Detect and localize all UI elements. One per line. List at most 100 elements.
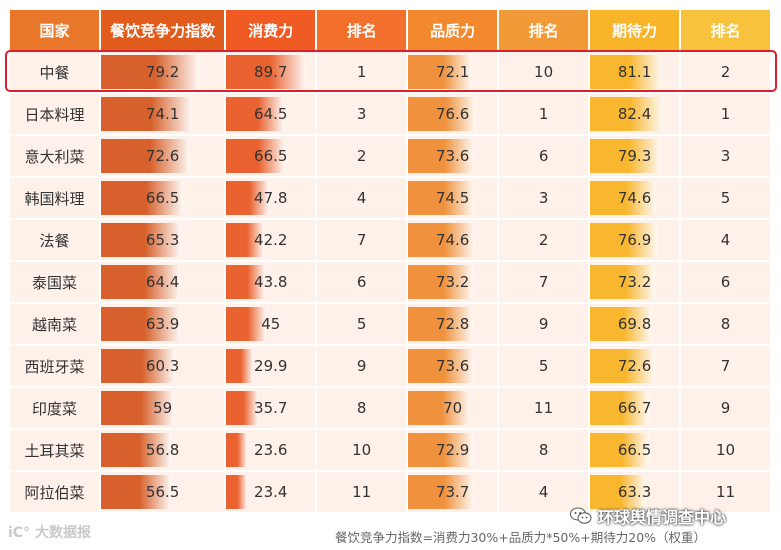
expectation-rank-value: 4 (720, 231, 731, 249)
quality-value: 73.7 (435, 483, 470, 501)
expectation-value: 63.3 (617, 483, 652, 501)
table-row: 法餐 65.3 42.2 7 74.6 2 76.9 4 (10, 220, 770, 260)
quality-rank-value: 7 (538, 273, 549, 291)
quality-cell: 73.6 (408, 136, 498, 176)
table-row: 越南菜 63.9 45 5 72.8 9 69.8 8 (10, 304, 770, 344)
quality-rank-value: 9 (538, 315, 549, 333)
expectation-rank-value: 2 (720, 63, 731, 81)
header-consumption-rank: 排名 (317, 10, 407, 50)
expectation-cell: 73.2 (590, 262, 680, 302)
quality-bar (408, 55, 473, 89)
consumption-rank-value: 11 (352, 483, 372, 501)
quality-rank-cell: 9 (499, 304, 589, 344)
quality-value: 76.6 (435, 105, 470, 123)
quality-bar (408, 391, 471, 425)
table-body: 中餐 79.2 89.7 1 72.1 10 81.1 2 日本料理 74.1 64.5 3 76.6 1… (10, 52, 770, 512)
index-value: 79.2 (145, 63, 180, 81)
index-bar (100, 55, 199, 89)
quality-rank-cell: 7 (499, 262, 589, 302)
quality-cell: 72.9 (408, 430, 498, 470)
expectation-rank-cell: 2 (681, 52, 770, 92)
consumption-bar (226, 307, 267, 341)
table-row: 阿拉伯菜 56.5 23.4 11 73.7 4 63.3 11 (10, 472, 770, 512)
quality-value: 72.8 (435, 315, 470, 333)
expectation-bar (590, 433, 650, 467)
quality-bar (408, 475, 474, 509)
expectation-bar (590, 139, 661, 173)
consumption-rank-value: 4 (356, 189, 367, 207)
table-row: 印度菜 59 35.7 8 70 11 66.7 9 (10, 388, 770, 428)
consumption-rank-value: 5 (356, 315, 367, 333)
expectation-rank-value: 5 (720, 189, 731, 207)
quality-rank-cell: 10 (499, 52, 589, 92)
country-cell: 韩国料理 (10, 178, 99, 218)
expectation-rank-cell: 7 (681, 346, 770, 386)
country-cell: 法餐 (10, 220, 99, 260)
index-value: 72.6 (145, 147, 180, 165)
data-table: 国家 餐饮竞争力指数 消费力 排名 品质力 排名 期待力 排名 中餐 79.2 89.7 1 72.1… (8, 8, 772, 514)
index-bar (100, 475, 171, 509)
expectation-value: 73.2 (617, 273, 652, 291)
consumption-value: 47.8 (254, 189, 288, 207)
quality-cell: 73.7 (408, 472, 498, 512)
quality-value: 73.6 (435, 357, 470, 375)
index-cell: 64.4 (100, 262, 225, 302)
consumption-rank-cell: 5 (317, 304, 407, 344)
consumption-bar (226, 223, 264, 257)
quality-value: 70 (443, 399, 463, 417)
consumption-value: 35.7 (254, 399, 288, 417)
quality-rank-cell: 11 (499, 388, 589, 428)
table-row: 韩国料理 66.5 47.8 4 74.5 3 74.6 5 (10, 178, 770, 218)
consumption-rank-value: 2 (356, 147, 367, 165)
consumption-bar (226, 97, 284, 131)
index-bar (100, 349, 176, 383)
index-cell: 79.2 (100, 52, 225, 92)
formula-note: 餐饮竞争力指数=消费力30%+品质力*50%+期待力20%（权重） (335, 530, 707, 545)
expectation-cell: 74.6 (590, 178, 680, 218)
quality-rank-value: 2 (538, 231, 549, 249)
consumption-cell: 66.5 (226, 136, 316, 176)
header-consumption: 消费力 (226, 10, 316, 50)
quality-value: 74.6 (435, 231, 470, 249)
consumption-rank-cell: 8 (317, 388, 407, 428)
consumption-bar (226, 391, 259, 425)
expectation-bar (590, 223, 659, 257)
quality-rank-cell: 2 (499, 220, 589, 260)
consumption-cell: 89.7 (226, 52, 316, 92)
quality-rank-value: 4 (538, 483, 549, 501)
header-quality-rank: 排名 (499, 10, 589, 50)
index-cell: 66.5 (100, 178, 225, 218)
consumption-value: 23.4 (254, 483, 288, 501)
consumption-rank-cell: 4 (317, 178, 407, 218)
consumption-value: 23.6 (254, 441, 288, 459)
expectation-bar (590, 265, 656, 299)
quality-rank-value: 3 (538, 189, 549, 207)
expectation-rank-value: 8 (720, 315, 731, 333)
index-value: 56.5 (145, 483, 180, 501)
expectation-rank-value: 3 (720, 147, 731, 165)
expectation-value: 79.3 (617, 147, 652, 165)
quality-cell: 74.5 (408, 178, 498, 218)
index-cell: 74.1 (100, 94, 225, 134)
expectation-bar (590, 181, 657, 215)
index-value: 56.8 (145, 441, 180, 459)
expectation-rank-cell: 10 (681, 430, 770, 470)
country-cell: 西班牙菜 (10, 346, 99, 386)
consumption-rank-value: 7 (356, 231, 367, 249)
consumption-rank-cell: 11 (317, 472, 407, 512)
consumption-value: 43.8 (254, 273, 288, 291)
consumption-rank-value: 10 (352, 441, 372, 459)
consumption-cell: 64.5 (226, 94, 316, 134)
expectation-rank-value: 7 (720, 357, 731, 375)
quality-bar (408, 433, 474, 467)
expectation-rank-cell: 11 (681, 472, 770, 512)
expectation-rank-cell: 9 (681, 388, 770, 428)
country-cell: 印度菜 (10, 388, 99, 428)
quality-value: 74.5 (435, 189, 470, 207)
expectation-cell: 79.3 (590, 136, 680, 176)
expectation-rank-cell: 6 (681, 262, 770, 302)
consumption-rank-cell: 9 (317, 346, 407, 386)
consumption-rank-value: 1 (356, 63, 367, 81)
consumption-value: 64.5 (254, 105, 288, 123)
expectation-rank-value: 6 (720, 273, 731, 291)
